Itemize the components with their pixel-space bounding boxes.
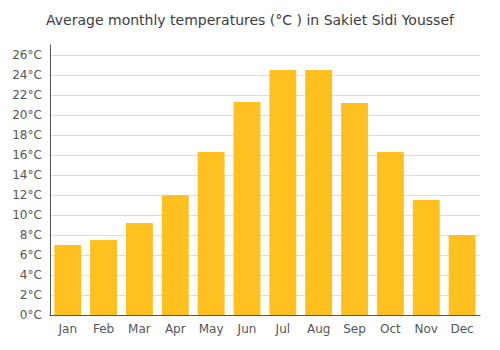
svg-text:Jun: Jun: [237, 322, 257, 336]
svg-text:Jan: Jan: [57, 322, 77, 336]
svg-text:22°C: 22°C: [12, 88, 42, 102]
svg-text:2°C: 2°C: [20, 288, 42, 302]
svg-text:20°C: 20°C: [12, 108, 42, 122]
svg-text:18°C: 18°C: [12, 128, 42, 142]
svg-text:26°C: 26°C: [12, 48, 42, 62]
svg-text:Nov: Nov: [415, 322, 438, 336]
svg-text:Mar: Mar: [128, 322, 151, 336]
svg-text:Average monthly temperatures (: Average monthly temperatures (°C ) in Sa…: [46, 12, 455, 28]
svg-text:Dec: Dec: [450, 322, 473, 336]
svg-text:Apr: Apr: [165, 322, 186, 336]
svg-text:Oct: Oct: [380, 322, 401, 336]
svg-text:0°C: 0°C: [20, 308, 42, 322]
svg-text:May: May: [199, 322, 224, 336]
svg-text:16°C: 16°C: [12, 148, 42, 162]
svg-text:14°C: 14°C: [12, 168, 42, 182]
svg-text:Feb: Feb: [93, 322, 114, 336]
svg-text:10°C: 10°C: [12, 208, 42, 222]
svg-text:Jul: Jul: [275, 322, 290, 336]
svg-text:12°C: 12°C: [12, 188, 42, 202]
svg-text:Aug: Aug: [307, 322, 330, 336]
svg-text:24°C: 24°C: [12, 68, 42, 82]
svg-text:Sep: Sep: [343, 322, 366, 336]
svg-text:6°C: 6°C: [20, 248, 42, 262]
svg-text:8°C: 8°C: [20, 228, 42, 242]
svg-text:4°C: 4°C: [20, 268, 42, 282]
